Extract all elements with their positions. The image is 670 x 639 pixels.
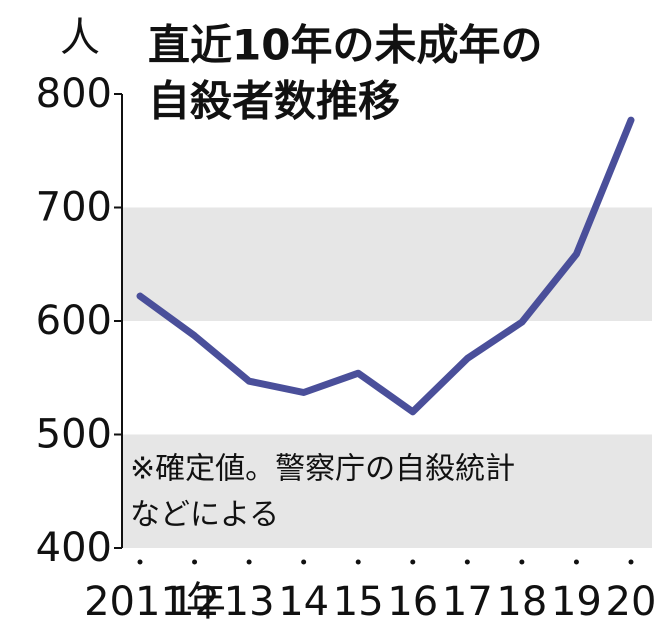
x-tick-label: 18 <box>496 579 547 625</box>
x-tick <box>519 559 525 565</box>
band <box>122 434 652 548</box>
chart-title: 自殺者数推移 <box>148 77 400 126</box>
x-tick <box>355 559 361 565</box>
x-tick <box>137 559 143 565</box>
x-tick <box>628 559 634 565</box>
y-tick-label: 400 <box>36 525 112 571</box>
y-tick-label: 500 <box>36 412 112 458</box>
x-tick-label: 20 <box>606 579 657 625</box>
y-tick-label: 800 <box>36 71 112 117</box>
note: などによる <box>130 498 279 533</box>
chart-title: 直近10年の未成年の <box>148 21 542 70</box>
x-tick-label: 15 <box>333 579 384 625</box>
line <box>136 116 635 416</box>
x-tick <box>192 559 198 565</box>
x-tick <box>573 559 579 565</box>
x-tick-label: 13 <box>224 579 275 625</box>
x-tick-label: 17 <box>442 579 493 625</box>
x-tick-label: 14 <box>278 579 329 625</box>
y-unit: 人 <box>60 15 100 61</box>
x-tick <box>410 559 416 565</box>
x-tick <box>246 559 252 565</box>
x-tick-label: 2011年 <box>84 579 226 625</box>
x-tick <box>464 559 470 565</box>
x-tick <box>301 559 307 565</box>
note: ※確定値。警察庁の自殺統計 <box>130 452 515 487</box>
x-tick-label: 12 <box>169 579 220 625</box>
band <box>122 207 652 321</box>
y-tick-label: 600 <box>36 298 112 344</box>
x-tick-label: 19 <box>551 579 602 625</box>
y-tick-label: 700 <box>36 185 112 231</box>
x-tick-label: 16 <box>387 579 438 625</box>
